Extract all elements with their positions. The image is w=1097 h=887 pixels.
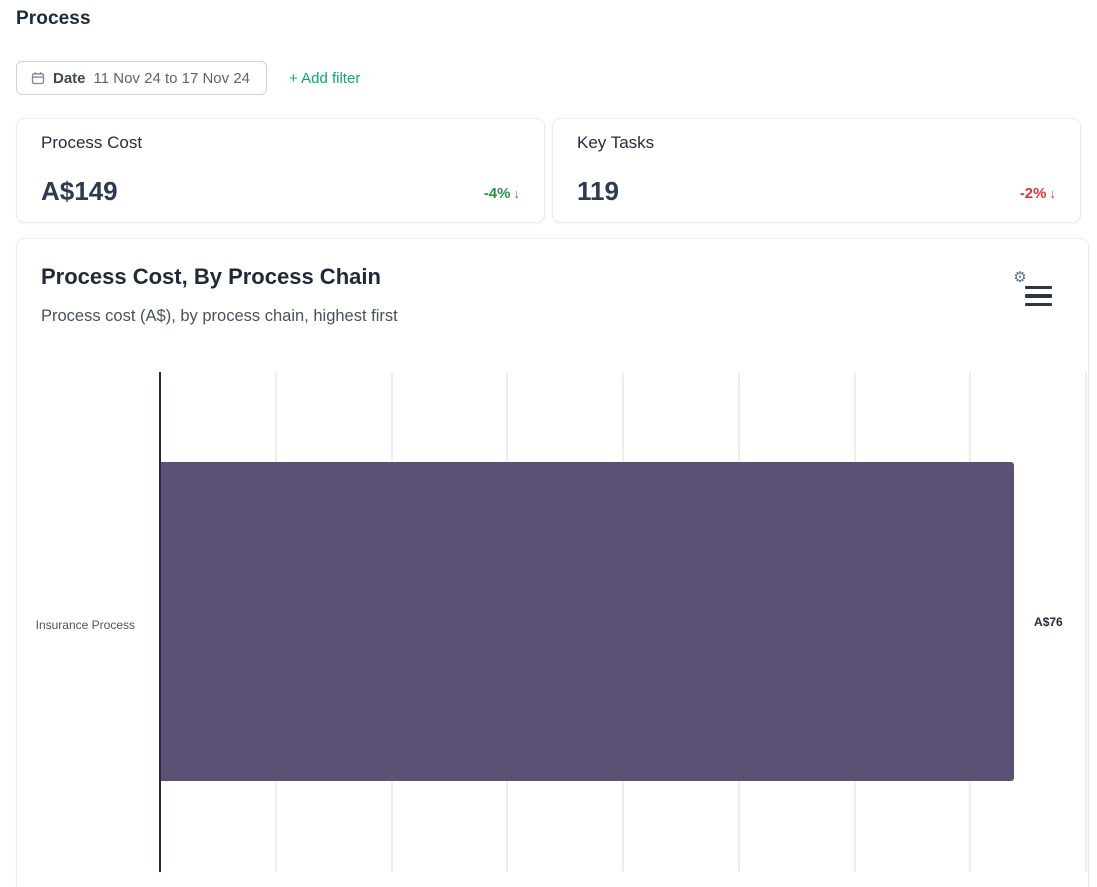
menu-icon[interactable]: [1025, 286, 1052, 306]
kpi-delta: -2% ↓: [1019, 185, 1057, 202]
chart-card: Process Cost, By Process Chain Process c…: [16, 238, 1089, 887]
value-label: A$76: [1034, 615, 1063, 629]
down-arrow-icon: ↓: [1049, 186, 1057, 201]
kpi-card-process-cost: Process Cost A$149 -4% ↓: [16, 118, 545, 223]
category-label: Insurance Process: [35, 618, 135, 632]
down-arrow-icon: ↓: [513, 186, 521, 201]
chart-title: Process Cost, By Process Chain: [41, 264, 381, 289]
plot-area: Insurance Process A$76: [36, 372, 1087, 872]
chart-subtitle: Process cost (A$), by process chain, hig…: [41, 307, 398, 325]
kpi-delta: -4% ↓: [483, 185, 521, 202]
gear-icon[interactable]: ⚙: [1011, 269, 1029, 287]
filter-bar: Date 11 Nov 24 to 17 Nov 24 + Add filter: [16, 61, 1081, 95]
kpi-value: A$149: [41, 176, 118, 206]
y-axis-line: [159, 372, 161, 872]
kpi-label: Process Cost: [41, 133, 143, 152]
kpi-value: 119: [577, 176, 619, 206]
date-filter-button[interactable]: Date 11 Nov 24 to 17 Nov 24: [16, 61, 268, 95]
date-filter-label: Date: [53, 69, 86, 87]
kpi-card-key-tasks: Key Tasks 119 -2% ↓: [552, 118, 1081, 223]
add-filter-button[interactable]: + Add filter: [289, 69, 361, 87]
page-title: Process: [16, 8, 91, 29]
date-filter-value: 11 Nov 24 to 17 Nov 24: [93, 69, 251, 87]
kpi-label: Key Tasks: [577, 133, 655, 152]
calendar-icon: [31, 71, 45, 85]
kpi-row: Process Cost A$149 -4% ↓ Key Tasks 119 -2…: [16, 118, 1081, 223]
bar-insurance-process[interactable]: [161, 462, 1015, 781]
